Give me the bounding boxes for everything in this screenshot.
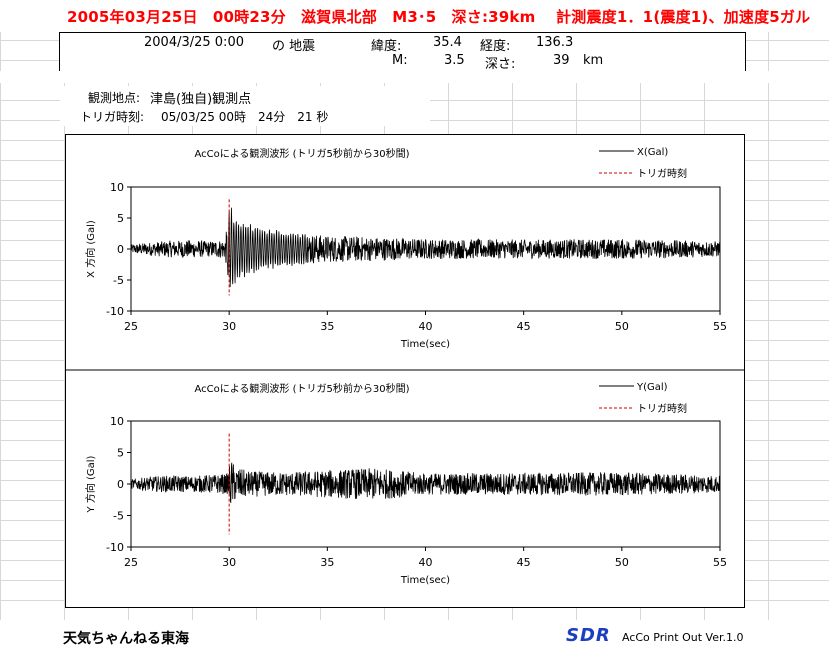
headline-bar: 2005年03月25日 00時23分 滋賀県北部 M3･5 深さ:39km 計測… [0,0,829,32]
y-axis-label: X 方向 (Gal) [84,220,97,278]
x-tick-label: 30 [222,320,236,333]
footer-version-text: AcCo Print Out Ver.1.0 [622,631,744,644]
legend-label-main: Y(Gal) [636,382,668,393]
x-tick-label: 55 [713,320,727,333]
x-tick-label: 50 [615,556,629,569]
waveform-charts-svg: AcCoによる観測波形 (トリガ5秒前から30秒間) X(Gal) トリガ時刻 10 5… [66,147,744,586]
magnitude-value: 3.5 [444,53,465,68]
y-tick-label: -10 [106,541,124,554]
footer-band [0,620,829,649]
legend-label-trigger: トリガ時刻 [637,167,687,180]
x-tick-label: 35 [320,556,334,569]
headline-text: 2005年03月25日 00時23分 滋賀県北部 M3･5 深さ:39km 計測… [67,8,811,26]
y-tick-label: 5 [117,212,124,225]
y-tick-label: 0 [117,243,124,256]
x-tick-label: 45 [517,556,531,569]
y-tick-label: 10 [110,181,124,194]
quake-datetime: 2004/3/25 0:00 [144,35,244,50]
quake-label: の 地震 [272,39,316,54]
footer-brand-text: 天気ちゃんねる東海 [63,631,189,647]
station-value: 津島(独自)観測点 [150,92,252,107]
y-axis-label: Y 方向 (Gal) [84,455,97,513]
spacer-band [0,71,829,83]
x-tick-label: 40 [419,320,433,333]
x-tick-label: 40 [419,556,433,569]
y-tick-label: 10 [110,415,124,428]
legend-label-main: X(Gal) [637,147,668,158]
depth-value: 39 [553,53,570,68]
y-tick-label: 0 [117,478,124,491]
waveform-chart-frame: AcCoによる観測波形 (トリガ5秒前から30秒間) X(Gal) トリガ時刻 10 5… [65,134,745,608]
station-label: 観測地点: [88,91,141,105]
y-tick-label: 5 [117,447,124,460]
trigger-time-label: トリガ時刻: [80,110,145,124]
x-tick-label: 25 [124,320,138,333]
x-tick-label: 35 [320,320,334,333]
waveform-line [130,462,721,504]
longitude-label: 経度: [480,39,511,54]
chart-title: AcCoによる観測波形 (トリガ5秒前から30秒間) [194,147,409,160]
x-tick-label: 50 [615,320,629,333]
y-tick-label: -10 [106,305,124,318]
y-tick-label: -5 [113,274,124,287]
latitude-label: 緯度: [371,39,402,54]
depth-unit: km [583,53,604,68]
x-axis-label: Time(sec) [400,575,450,586]
x-tick-label: 25 [124,556,138,569]
quake-info-box: 2004/3/25 0:00 の 地震 緯度: 35.4 経度: 136.3 M… [59,32,746,72]
depth-label: 深さ: [485,57,516,72]
x-axis-label: Time(sec) [400,339,450,350]
latitude-value: 35.4 [433,35,462,50]
x-tick-label: 30 [222,556,236,569]
legend-label-trigger: トリガ時刻 [637,402,687,415]
y-tick-label: -5 [113,510,124,523]
trigger-time-value: 05/03/25 00時 24分 21 秒 [161,110,329,124]
chart-title: AcCoによる観測波形 (トリガ5秒前から30秒間) [194,382,409,395]
x-tick-label: 55 [713,556,727,569]
longitude-value: 136.3 [536,35,574,50]
station-block: 観測地点: 津島(独自)観測点 トリガ時刻: 05/03/25 00時 24分 … [60,86,430,126]
x-tick-label: 45 [517,320,531,333]
sdr-logo: SDR [566,625,611,646]
magnitude-label: M: [392,53,408,68]
